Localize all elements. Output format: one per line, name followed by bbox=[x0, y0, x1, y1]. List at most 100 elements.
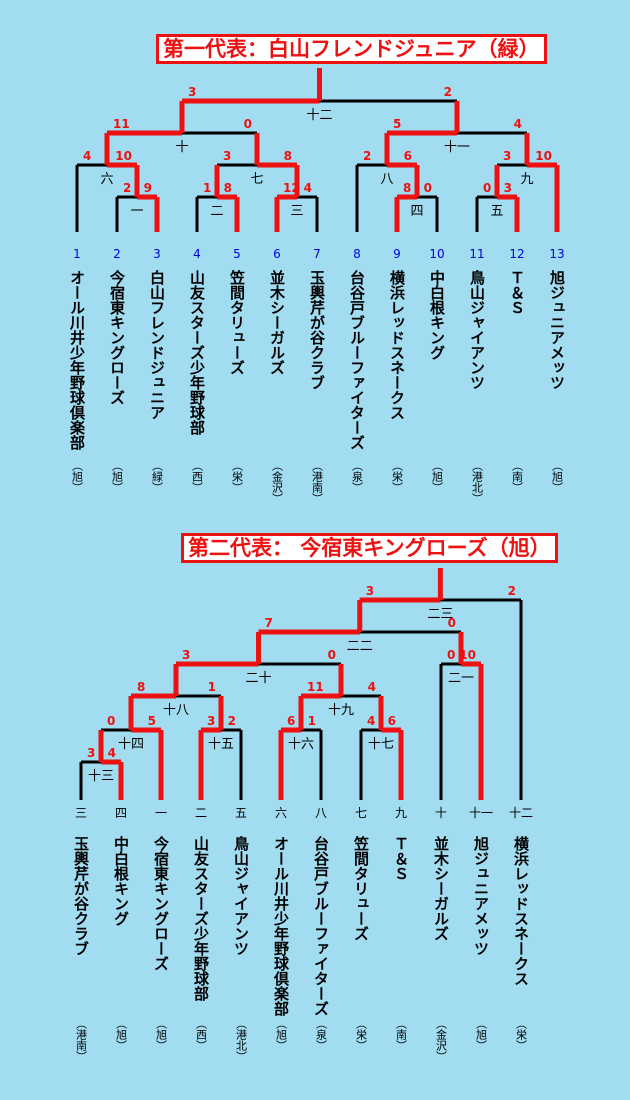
b2-team-seed-0: 三 bbox=[75, 806, 87, 820]
b2-team-ward-8: （南） bbox=[395, 1018, 408, 1051]
b2-team-name-1: 中白根キング bbox=[112, 835, 130, 926]
b2-score-a-5: 8 bbox=[137, 680, 145, 694]
b2-game-id-0: 十三 bbox=[88, 769, 114, 784]
b1-team-ward-11: （南） bbox=[511, 460, 524, 493]
b1-team-name-10: 鳥山ジャイアンツ bbox=[468, 269, 486, 390]
b1-team-ward-3: （西） bbox=[191, 460, 204, 493]
b2-score-a-9: 7 bbox=[265, 616, 273, 630]
b2-team-ward-1: （旭） bbox=[115, 1018, 128, 1051]
b2-score-b-3: 1 bbox=[308, 714, 316, 728]
b1-team-seed-5: 6 bbox=[273, 247, 281, 261]
b1-game-id-8: 九 bbox=[520, 172, 533, 187]
b1-team-ward-9: （旭） bbox=[431, 460, 444, 493]
b2-game-id-1: 十四 bbox=[118, 737, 144, 752]
b2-score-a-7: 3 bbox=[182, 648, 190, 662]
b2-score-b-4: 6 bbox=[388, 714, 396, 728]
b1-team-name-5: 並木シーガルズ bbox=[268, 269, 286, 375]
b1-team-name-11: Ｔ＆Ｓ bbox=[508, 270, 526, 315]
b1-score-b-1: 8 bbox=[224, 181, 232, 195]
b1-score-a-0: 2 bbox=[123, 181, 131, 195]
b2-team-name-0: 玉輿芹が谷クラブ bbox=[72, 836, 90, 956]
b1-team-seed-10: 11 bbox=[469, 247, 484, 261]
b2-team-seed-6: 八 bbox=[315, 806, 327, 820]
b1-team-name-8: 横浜レッドスネークス bbox=[388, 269, 406, 420]
b1-team-ward-8: （栄） bbox=[391, 460, 404, 493]
b1-team-seed-4: 5 bbox=[233, 247, 241, 261]
b2-score-b-7: 0 bbox=[328, 648, 336, 662]
b2-score-b-5: 1 bbox=[208, 680, 216, 694]
b1-score-a-5: 4 bbox=[83, 149, 91, 163]
b1-team-name-12: 旭ジュニアメッツ bbox=[548, 269, 566, 390]
b2-game-id-2: 十五 bbox=[208, 737, 234, 752]
b1-score-a-6: 3 bbox=[223, 149, 231, 163]
b1-score-b-6: 8 bbox=[284, 149, 292, 163]
b2-team-ward-11: （栄） bbox=[515, 1018, 528, 1051]
bracket2-title: 第二代表： 今宿東キングローズ（旭） bbox=[181, 533, 558, 563]
b1-game-id-3: 四 bbox=[410, 204, 423, 219]
b1-team-name-7: 台谷戸ブルーファイターズ bbox=[348, 269, 366, 450]
b1-team-name-1: 今宿東キングローズ bbox=[108, 269, 126, 405]
b2-team-seed-5: 六 bbox=[275, 806, 287, 820]
b2-score-b-0: 4 bbox=[108, 746, 116, 760]
b1-game-id-6: 七 bbox=[250, 172, 263, 187]
b1-score-a-2: 12 bbox=[283, 181, 300, 195]
b1-team-ward-4: （栄） bbox=[231, 460, 244, 493]
b2-team-name-9: 並木シーガルズ bbox=[432, 835, 450, 941]
b2-score-a-8: 0 bbox=[447, 648, 455, 662]
b1-team-name-2: 白山フレンドジュニア bbox=[148, 269, 166, 420]
b1-game-id-5: 六 bbox=[100, 172, 113, 187]
b2-team-seed-3: 二 bbox=[195, 806, 207, 820]
b2-game-id-9: 二二 bbox=[347, 639, 373, 654]
b2-team-ward-9: （金沢） bbox=[435, 1018, 448, 1062]
b2-team-seed-1: 四 bbox=[115, 806, 127, 820]
b2-score-a-2: 3 bbox=[207, 714, 215, 728]
b1-game-id-10: 十一 bbox=[444, 140, 470, 155]
b1-score-b-2: 4 bbox=[304, 181, 312, 195]
b2-game-id-4: 十七 bbox=[368, 737, 394, 752]
b1-team-seed-2: 3 bbox=[153, 247, 161, 261]
b1-game-id-7: 八 bbox=[380, 172, 393, 187]
b1-game-id-4: 五 bbox=[490, 204, 503, 219]
b1-team-ward-5: （金沢） bbox=[271, 460, 284, 500]
b1-score-b-11: 2 bbox=[444, 85, 452, 99]
b1-score-a-1: 1 bbox=[203, 181, 211, 195]
b2-score-a-1: 0 bbox=[107, 714, 115, 728]
b1-team-name-4: 笠間タリューズ bbox=[228, 269, 246, 375]
b2-team-ward-5: （旭） bbox=[275, 1018, 288, 1051]
b2-game-id-7: 二十 bbox=[245, 671, 271, 686]
b1-team-seed-11: 12 bbox=[509, 247, 524, 261]
b1-score-b-3: 0 bbox=[424, 181, 432, 195]
bracket1-title: 第一代表：白山フレンドジュニア（緑） bbox=[156, 34, 547, 64]
b2-score-b-9: 0 bbox=[448, 616, 456, 630]
b1-score-a-8: 3 bbox=[503, 149, 511, 163]
b1-team-seed-0: 1 bbox=[73, 247, 81, 261]
b2-game-id-10: 二三 bbox=[427, 607, 453, 622]
b1-team-seed-9: 10 bbox=[429, 247, 444, 261]
b1-game-id-9: 十 bbox=[175, 140, 188, 155]
b2-score-a-10: 3 bbox=[366, 584, 374, 598]
b2-team-ward-3: （西） bbox=[195, 1018, 208, 1051]
b1-team-seed-6: 7 bbox=[313, 247, 321, 261]
b2-game-id-8: 二一 bbox=[448, 671, 474, 686]
b2-team-ward-4: （港北） bbox=[235, 1018, 248, 1062]
b1-team-ward-7: （泉） bbox=[351, 460, 364, 493]
b1-team-name-9: 中白根キング bbox=[428, 269, 446, 360]
b2-team-seed-8: 九 bbox=[395, 806, 407, 820]
b2-score-b-8: 10 bbox=[459, 648, 476, 662]
b1-team-name-3: 山友スターズ少年野球部 bbox=[188, 270, 206, 436]
b1-team-ward-10: （港北） bbox=[471, 460, 484, 500]
b1-team-ward-0: （旭） bbox=[71, 460, 84, 493]
b2-team-name-7: 笠間タリューズ bbox=[352, 835, 370, 941]
b1-score-a-10: 5 bbox=[393, 117, 401, 131]
b1-score-b-8: 10 bbox=[535, 149, 552, 163]
b2-score-b-1: 5 bbox=[148, 714, 156, 728]
b2-team-name-4: 鳥山ジャイアンツ bbox=[232, 835, 250, 956]
b2-team-name-10: 旭ジュニアメッツ bbox=[472, 835, 490, 956]
b1-game-id-11: 十二 bbox=[306, 108, 332, 123]
b1-team-ward-6: （港南） bbox=[311, 460, 324, 500]
b1-score-a-3: 8 bbox=[403, 181, 411, 195]
b1-team-name-6: 玉輿芹が谷クラブ bbox=[308, 270, 326, 390]
b2-team-seed-9: 十 bbox=[435, 806, 447, 820]
